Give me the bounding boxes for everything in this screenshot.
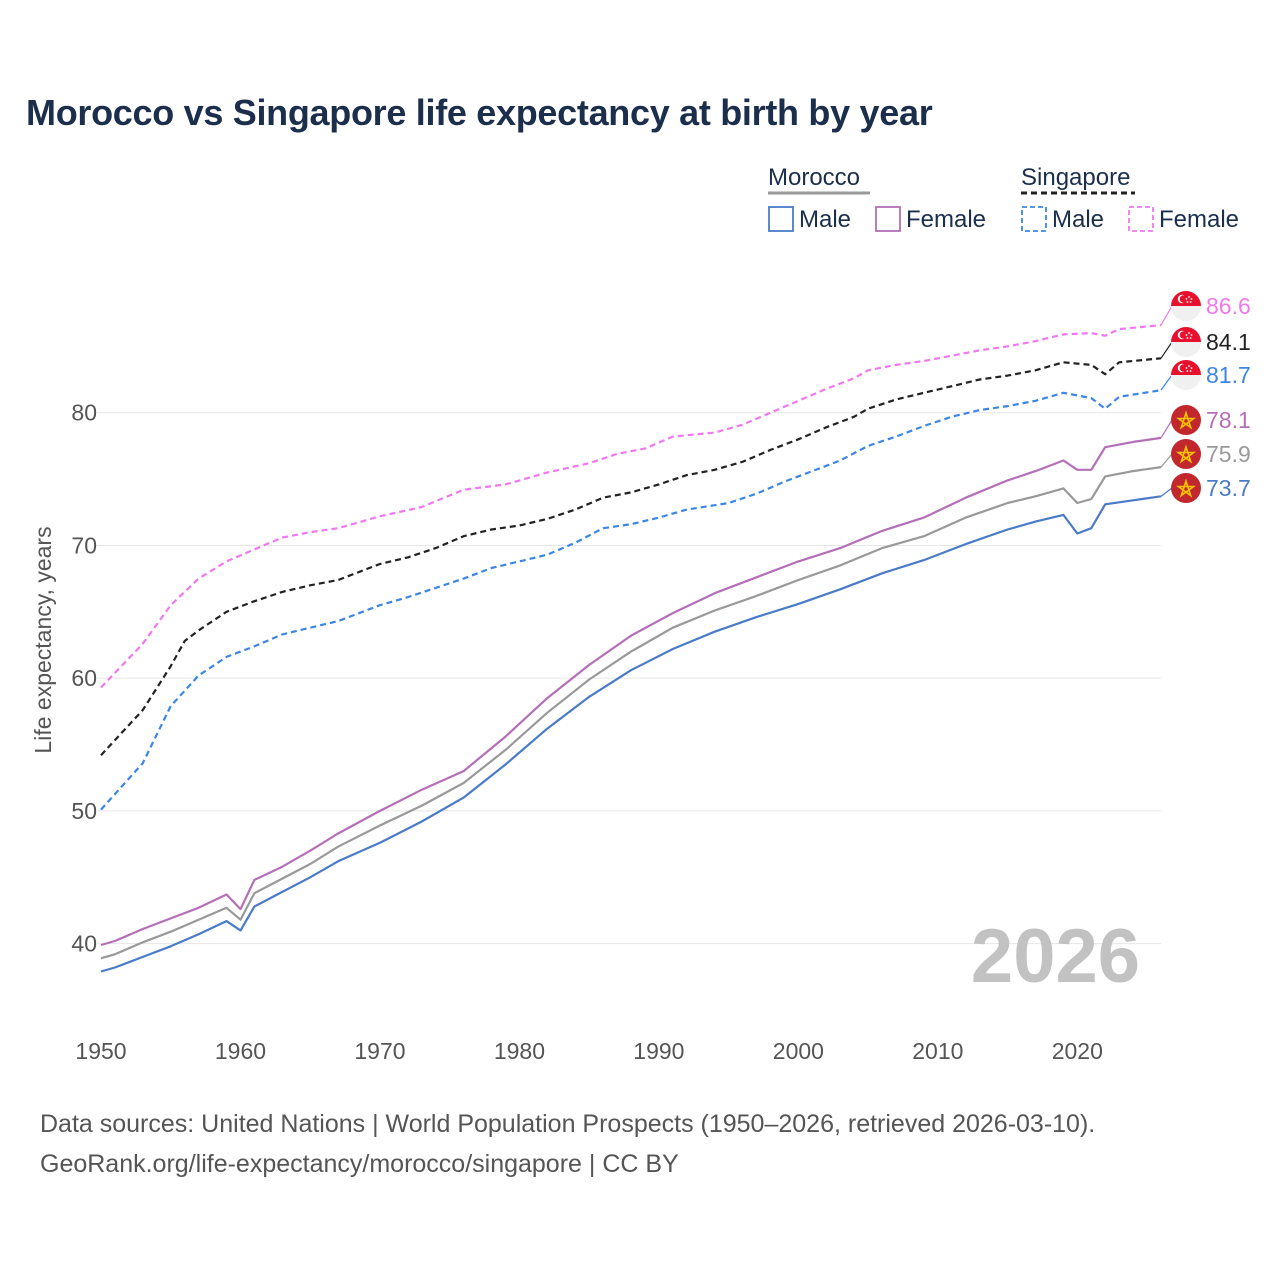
legend-label: Male [1052,206,1104,233]
series-lines [100,324,1162,973]
legend-swatch-morocco-male [768,206,794,232]
x-tick-label: 1980 [494,1038,545,1064]
series-line-morocco-female [100,436,1162,947]
end-value-label: 86.6 [1206,293,1251,319]
x-tick-label: 2010 [912,1038,963,1064]
chart-title: Morocco vs Singapore life expectancy at … [26,92,933,133]
legend-swatch-singapore-male [1021,206,1047,232]
x-tick-label: 2020 [1052,1038,1103,1064]
end-connector [1160,453,1173,468]
end-connector [1160,341,1173,359]
end-connector [1160,374,1173,391]
x-tick-label: 1990 [633,1038,684,1064]
legend-group-singapore: Singapore [1021,164,1130,191]
end-labels: 86.6 84.1 81.7 78.1 75.9 73.7 [1160,291,1251,503]
end-value-label: 73.7 [1206,475,1251,501]
legend-label: Female [1159,206,1239,233]
line-chart: 40 50 60 70 80 1950 1960 1970 1980 1990 2000 2010 2… [30,164,1251,1064]
y-tick-label: 50 [71,798,97,824]
y-tick-label: 80 [71,400,97,426]
end-connector [1160,487,1173,497]
year-watermark: 2026 [971,914,1140,999]
x-tick-label: 1950 [75,1038,126,1064]
x-axis-ticks: 1950 1960 1970 1980 1990 2000 2010 2020 [75,1038,1102,1064]
singapore-flag-icon [1171,291,1201,321]
end-value-label: 84.1 [1206,329,1251,355]
legend-label: Male [799,206,851,233]
singapore-flag-icon [1171,360,1201,390]
source-note: Data sources: United Nations | World Pop… [40,1110,1096,1138]
end-value-label: 75.9 [1206,441,1251,467]
y-tick-label: 40 [71,931,97,957]
x-tick-label: 1970 [354,1038,405,1064]
y-tick-label: 60 [71,665,97,691]
attribution-link[interactable]: GeoRank.org/life-expectancy/morocco/sing… [40,1150,679,1178]
series-line-morocco-total [100,466,1162,960]
end-connector [1160,305,1173,326]
morocco-flag-icon [1171,439,1201,469]
morocco-flag-icon [1171,405,1201,435]
end-connector [1160,419,1173,439]
series-line-singapore-total [100,357,1162,756]
legend-group-morocco: Morocco [768,164,860,191]
singapore-flag-icon [1171,327,1201,357]
legend-label: Female [906,206,986,233]
series-line-singapore-female [100,324,1162,689]
y-tick-label: 70 [71,532,97,558]
end-value-label: 81.7 [1206,362,1251,388]
footer: Data sources: United Nations | World Pop… [40,1104,1095,1184]
legend-swatch-singapore-female [1128,206,1154,232]
x-tick-label: 1960 [215,1038,266,1064]
y-axis-ticks: 40 50 60 70 80 [71,400,97,957]
legend-swatch-morocco-female [875,206,901,232]
legend: Morocco Male Female Singapore Male Female [768,164,1239,233]
series-line-singapore-male [100,389,1162,811]
y-axis-label: Life expectancy, years [30,526,56,753]
series-line-morocco-male [100,495,1162,973]
x-tick-label: 2000 [773,1038,824,1064]
gridlines [97,412,1161,945]
end-value-label: 78.1 [1206,407,1251,433]
morocco-flag-icon [1171,473,1201,503]
